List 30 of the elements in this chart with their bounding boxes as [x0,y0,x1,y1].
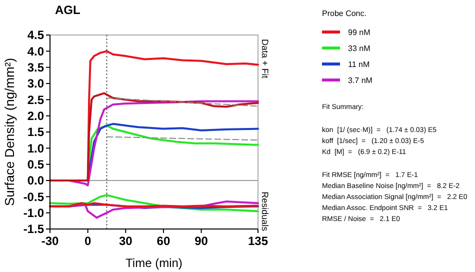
text: Data + Fit [260,39,270,79]
legend-label: 3.7 nM [348,76,373,85]
y-tick-label: -0.5 [23,190,44,204]
legend-label: 99 nM [348,28,371,37]
y-tick-label: 2.0 [27,109,44,124]
chart-title: AGL [55,3,80,17]
legend-label: 33 nM [348,44,371,53]
x-axis-title: Time (min) [126,256,182,270]
legend-title: Probe Conc. [322,9,366,18]
x-tick-label: -30 [41,234,59,248]
x-tick-label: 90 [194,234,208,248]
y-axis-title: Surface Density (ng/mm²) [2,58,17,206]
y-tick-label: 1.0 [27,141,44,156]
line-series [49,194,259,212]
y-tick-label: 4.5 [27,28,44,42]
legend-label: 11 nM [348,60,370,69]
y-tick-label: 0.0 [27,174,44,188]
y-tick-label: 4.0 [27,44,44,58]
y-tick-label: 2.5 [27,92,44,107]
y-tick-label: 1.5 [27,125,44,140]
y-tick-label: 3.0 [27,76,44,91]
x-tick-label: 30 [118,234,133,248]
y-tick-label: -1.5 [23,222,44,236]
x-tick-label: 135 [248,234,268,248]
y-tick-label: -1.0 [23,206,44,220]
y-tick-label: 0.5 [27,158,44,172]
x-tick-label: 60 [156,234,170,248]
y-tick-label: 3.5 [27,60,44,75]
x-tick-label: 0 [84,234,92,248]
text: Residuals [260,192,270,232]
